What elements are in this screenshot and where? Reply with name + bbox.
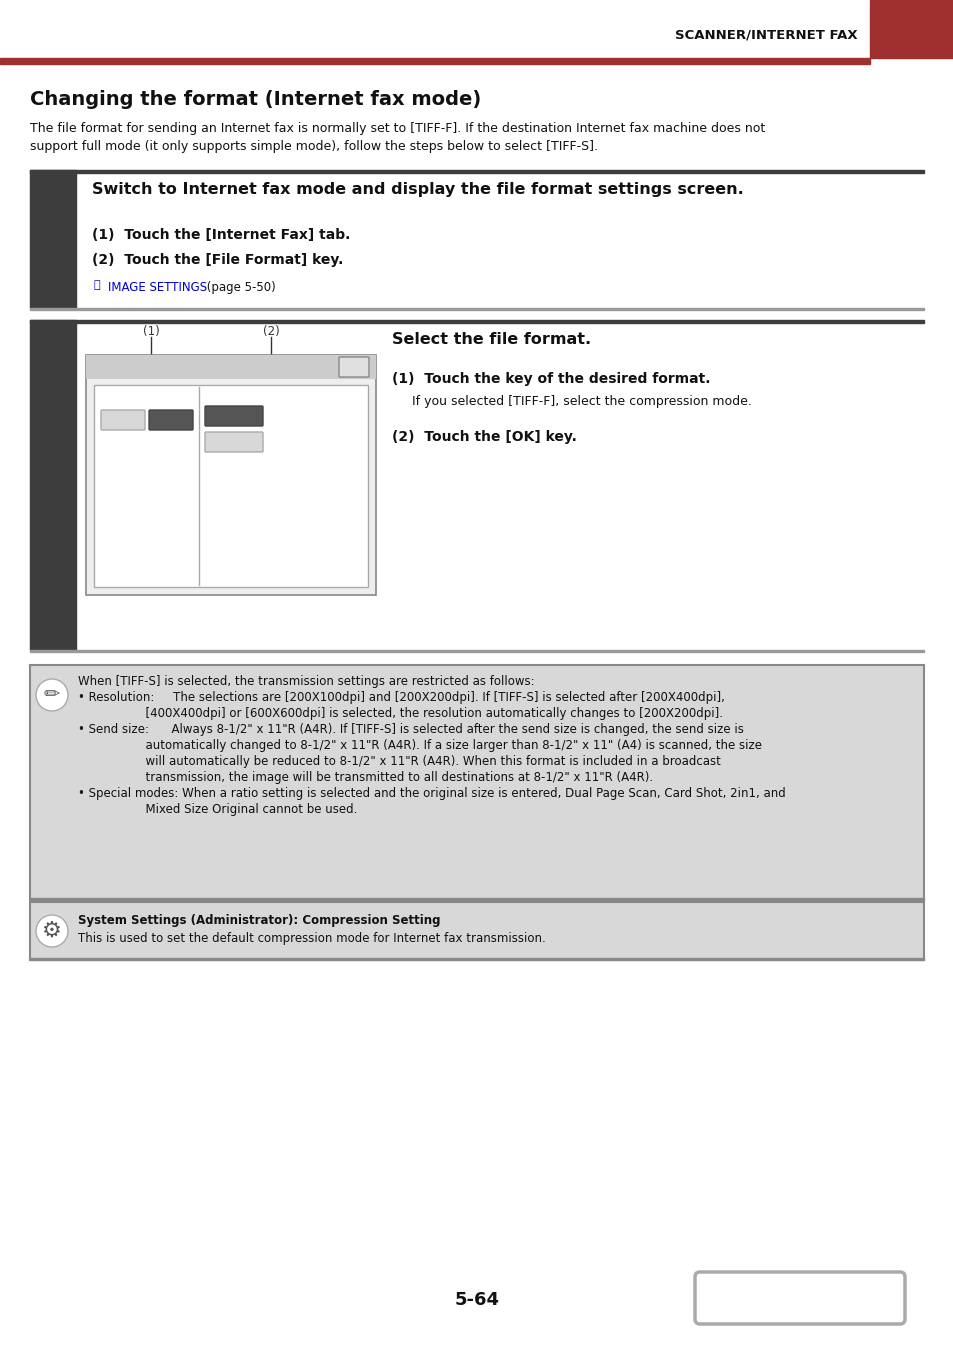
Bar [30,170,923,173]
Text: SCANNER/INTERNET FAX: SCANNER/INTERNET FAX [675,28,857,42]
Text: OK: OK [347,363,360,371]
Text: • Resolution:     The selections are [200X100dpi] and [200X200dpi]. If [TIFF-S] : • Resolution: The selections are [200X10… [78,691,724,703]
Text: Select the file format.: Select the file format. [392,332,591,347]
Text: (1)  Touch the [Internet Fax] tab.: (1) Touch the [Internet Fax] tab. [91,228,350,242]
Text: • Special modes: When a ratio setting is selected and the original size is enter: • Special modes: When a ratio setting is… [78,787,785,801]
Bar [30,958,923,960]
FancyBboxPatch shape [205,406,263,427]
Text: (1)  Touch the key of the desired format.: (1) Touch the key of the desired format. [392,373,710,386]
Text: Mixed Size Original cannot be used.: Mixed Size Original cannot be used. [78,803,357,815]
Text: 2: 2 [43,471,63,500]
Text: (2): (2) [262,325,279,338]
FancyBboxPatch shape [695,1272,904,1324]
Bar [30,902,923,960]
Text: support full mode (it only supports simple mode), follow the steps below to sele: support full mode (it only supports simp… [30,140,598,153]
Text: The file format for sending an Internet fax is normally set to [TIFF-F]. If the : The file format for sending an Internet … [30,122,764,135]
Text: Compression Mode: Compression Mode [213,393,298,402]
Bar [30,170,76,308]
Text: TIFF-F: TIFF-F [158,416,183,424]
FancyBboxPatch shape [101,410,145,431]
Text: Contents: Contents [754,1289,844,1307]
Text: [400X400dpi] or [600X600dpi] is selected, the resolution automatically changes t: [400X400dpi] or [600X600dpi] is selected… [78,707,722,720]
Text: This is used to set the default compression mode for Internet fax transmission.: This is used to set the default compress… [78,931,545,945]
Text: TIFF-S: TIFF-S [111,416,135,424]
Text: Ⓢ: Ⓢ [94,279,100,290]
Text: (2)  Touch the [File Format] key.: (2) Touch the [File Format] key. [91,252,343,267]
Text: When [TIFF-S] is selected, the transmission settings are restricted as follows:: When [TIFF-S] is selected, the transmiss… [78,675,534,688]
Bar [30,308,923,310]
FancyBboxPatch shape [149,410,193,431]
Bar [86,355,375,379]
Bar [30,649,923,652]
Bar [94,385,368,587]
Text: (1): (1) [143,325,159,338]
Text: File Type: File Type [127,393,165,402]
Bar [86,355,375,595]
Text: 5-64: 5-64 [454,1291,499,1310]
Circle shape [36,915,68,946]
Text: transmission, the image will be transmitted to all destinations at 8-1/2" x 11"R: transmission, the image will be transmit… [78,771,653,784]
Circle shape [36,679,68,711]
Text: MMR (G4): MMR (G4) [213,437,254,447]
Text: • Send size:      Always 8-1/2" x 11"R (A4R). If [TIFF-S] is selected after the : • Send size: Always 8-1/2" x 11"R (A4R).… [78,724,743,736]
Bar [0,58,869,63]
Text: ⚙: ⚙ [42,921,62,941]
Bar [30,320,76,649]
Text: (2)  Touch the [OK] key.: (2) Touch the [OK] key. [392,431,577,444]
Text: IMAGE SETTINGS: IMAGE SETTINGS [108,281,207,294]
Text: will automatically be reduced to 8-1/2" x 11"R (A4R). When this format is includ: will automatically be reduced to 8-1/2" … [78,755,720,768]
Text: (page 5-50): (page 5-50) [203,281,275,294]
Text: ✏: ✏ [44,686,60,705]
Bar [30,320,923,323]
Text: If you selected [TIFF-F], select the compression mode.: If you selected [TIFF-F], select the com… [412,396,751,408]
Text: Changing the format (Internet fax mode): Changing the format (Internet fax mode) [30,90,480,109]
Text: automatically changed to 8-1/2" x 11"R (A4R). If a size larger than 8-1/2" x 11": automatically changed to 8-1/2" x 11"R (… [78,738,761,752]
Text: Switch to Internet fax mode and display the file format settings screen.: Switch to Internet fax mode and display … [91,182,743,197]
Bar [30,898,923,900]
Text: MH  (G3): MH (G3) [215,412,253,420]
Bar [30,666,923,900]
FancyBboxPatch shape [338,356,369,377]
Bar [869,0,953,58]
FancyBboxPatch shape [205,432,263,452]
Text: Internet Fax/File Format: Internet Fax/File Format [91,363,199,371]
Text: System Settings (Administrator): Compression Setting: System Settings (Administrator): Compres… [78,914,440,927]
Text: 1: 1 [43,225,63,252]
